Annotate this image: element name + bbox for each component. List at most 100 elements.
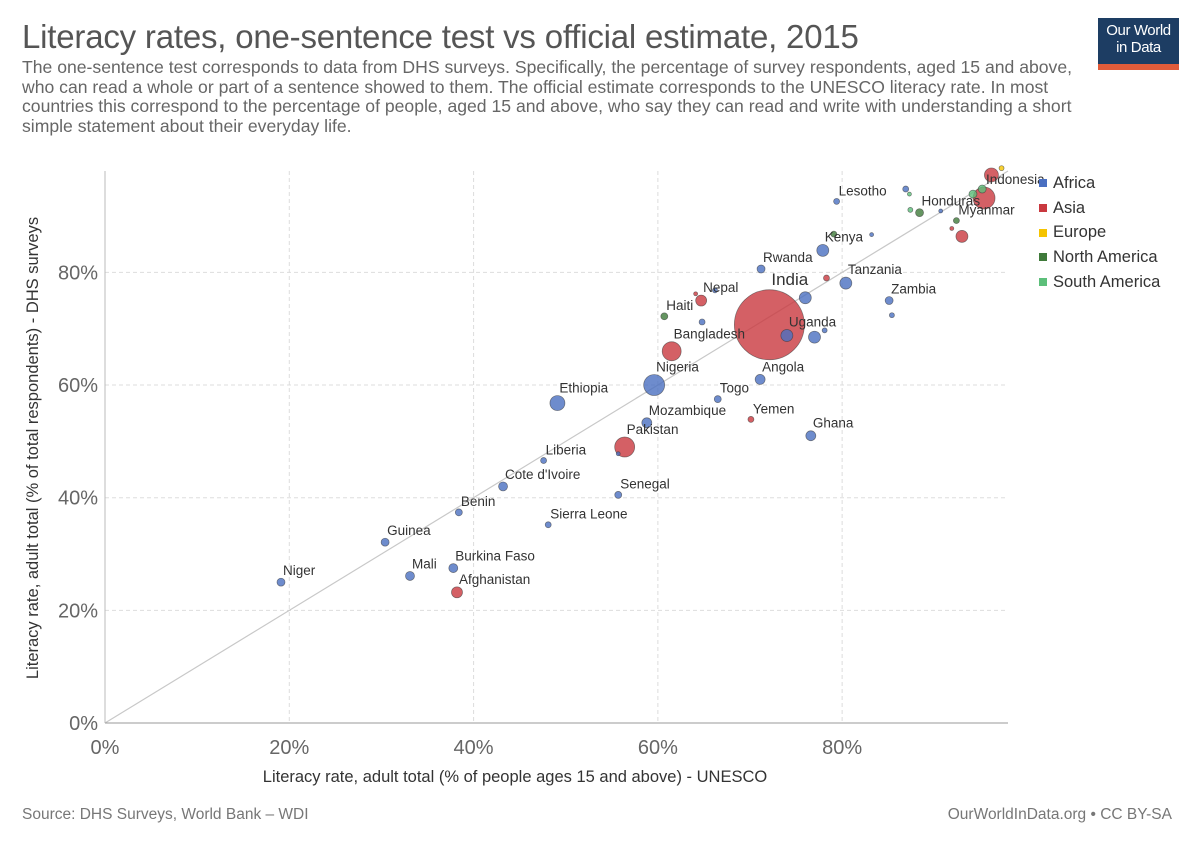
data-point <box>998 165 1005 172</box>
data-point <box>780 329 794 342</box>
legend-label: Asia <box>1053 198 1086 217</box>
data-point <box>949 226 955 231</box>
point-label: Myanmar <box>958 203 1015 218</box>
data-point <box>405 571 415 581</box>
point-label: Ghana <box>813 416 854 431</box>
data-point <box>915 208 924 218</box>
y-tick-label: 0% <box>69 713 98 735</box>
data-point <box>540 457 547 464</box>
data-point <box>712 287 718 294</box>
data-point <box>451 586 463 599</box>
data-point <box>614 491 623 499</box>
point-label: Mozambique <box>649 403 726 418</box>
data-point <box>830 230 838 238</box>
legend-label: North America <box>1053 247 1158 266</box>
points-layer <box>276 165 1005 599</box>
point-label: Burkina Faso <box>455 549 535 564</box>
logo-line-2: in Data <box>1116 39 1161 56</box>
logo-line-1: Our World <box>1106 22 1171 39</box>
y-tick-label: 40% <box>58 488 98 510</box>
data-point <box>821 327 828 334</box>
point-label: Indonesia <box>986 172 1045 187</box>
legend-swatch-north-america <box>1039 253 1047 262</box>
data-point <box>713 395 722 403</box>
legend-item-africa[interactable]: Africa <box>1039 171 1160 196</box>
data-point <box>968 189 978 199</box>
legend-swatch-europe <box>1039 228 1047 237</box>
point-label: Liberia <box>546 443 587 458</box>
data-point <box>747 416 755 423</box>
legend: Africa Asia Europe North America South A… <box>1039 171 1160 294</box>
point-label: Niger <box>283 563 316 578</box>
point-label: Lesotho <box>839 183 887 198</box>
reference-line <box>104 170 1009 724</box>
data-point <box>448 563 459 573</box>
data-point <box>695 294 708 307</box>
data-point <box>693 291 698 297</box>
point-label: Cote d'Ivoire <box>505 467 580 482</box>
data-point <box>756 264 766 274</box>
data-point <box>698 318 706 326</box>
data-point <box>839 276 853 290</box>
point-label: Senegal <box>620 476 670 491</box>
owid-logo[interactable]: Our World in Data <box>1098 18 1179 70</box>
data-point <box>902 185 910 193</box>
labels-layer: Niger Guinea Mali Burkina Faso Afghanistan Be… <box>283 172 1045 587</box>
point-label: Rwanda <box>763 250 813 265</box>
data-point <box>953 217 960 224</box>
grid-layer <box>104 170 1009 724</box>
data-point <box>380 537 390 547</box>
chart-subtitle: The one-sentence test corresponds to dat… <box>22 57 1073 136</box>
point-label: Pakistan <box>627 422 679 437</box>
legend-label: South America <box>1053 272 1161 291</box>
point-label: Haiti <box>666 298 693 313</box>
legend-item-south-america[interactable]: South America <box>1039 270 1160 295</box>
chart-title: Literacy rates, one-sentence test vs off… <box>22 18 859 55</box>
data-point <box>823 274 830 282</box>
point-label: Mali <box>412 556 437 571</box>
y-tick-label: 80% <box>58 262 98 284</box>
point-label: Yemen <box>753 401 795 416</box>
x-tick-label: 20% <box>269 737 309 759</box>
data-point <box>643 374 666 396</box>
x-tick-label: 80% <box>822 737 862 759</box>
data-point <box>869 232 874 237</box>
y-tick-label: 60% <box>58 375 98 397</box>
data-point <box>884 296 894 305</box>
license-credit[interactable]: OurWorldInData.org • CC BY-SA <box>947 806 1172 823</box>
data-point <box>798 291 812 305</box>
point-label: Kenya <box>825 229 864 244</box>
axes-layer: 0% 20% 40% 60% 80% 0% 20% 40% 60% 80% <box>58 171 1008 759</box>
data-point <box>907 207 914 213</box>
legend-swatch-south-america <box>1039 278 1047 287</box>
legend-item-europe[interactable]: Europe <box>1039 220 1160 245</box>
y-axis-title: Literacy rate, adult total (% of total r… <box>24 217 42 679</box>
point-label: Nigeria <box>656 360 699 375</box>
data-point <box>938 208 944 214</box>
data-point <box>833 198 840 205</box>
point-label: Zambia <box>891 282 937 297</box>
data-point <box>660 312 669 321</box>
point-label: Togo <box>720 381 749 396</box>
data-point <box>661 341 682 362</box>
legend-item-north-america[interactable]: North America <box>1039 245 1160 270</box>
data-point <box>276 577 286 587</box>
legend-swatch-asia <box>1039 204 1047 213</box>
data-point <box>984 167 999 183</box>
point-label: Honduras <box>922 194 981 209</box>
point-label: Angola <box>762 359 805 374</box>
x-tick-label: 40% <box>454 737 494 759</box>
legend-swatch-africa <box>1039 179 1047 188</box>
legend-label: Europe <box>1053 223 1107 242</box>
point-label: Afghanistan <box>459 572 530 587</box>
x-axis-title: Literacy rate, adult total (% of people … <box>263 768 768 786</box>
y-tick-label: 20% <box>58 600 98 622</box>
data-point <box>733 289 805 361</box>
point-label: Tanzania <box>848 262 903 277</box>
source-note[interactable]: Source: DHS Surveys, World Bank – WDI <box>22 806 309 823</box>
legend-item-asia[interactable]: Asia <box>1039 196 1160 221</box>
data-point <box>816 244 830 257</box>
data-point <box>498 481 508 492</box>
data-point <box>808 330 821 344</box>
